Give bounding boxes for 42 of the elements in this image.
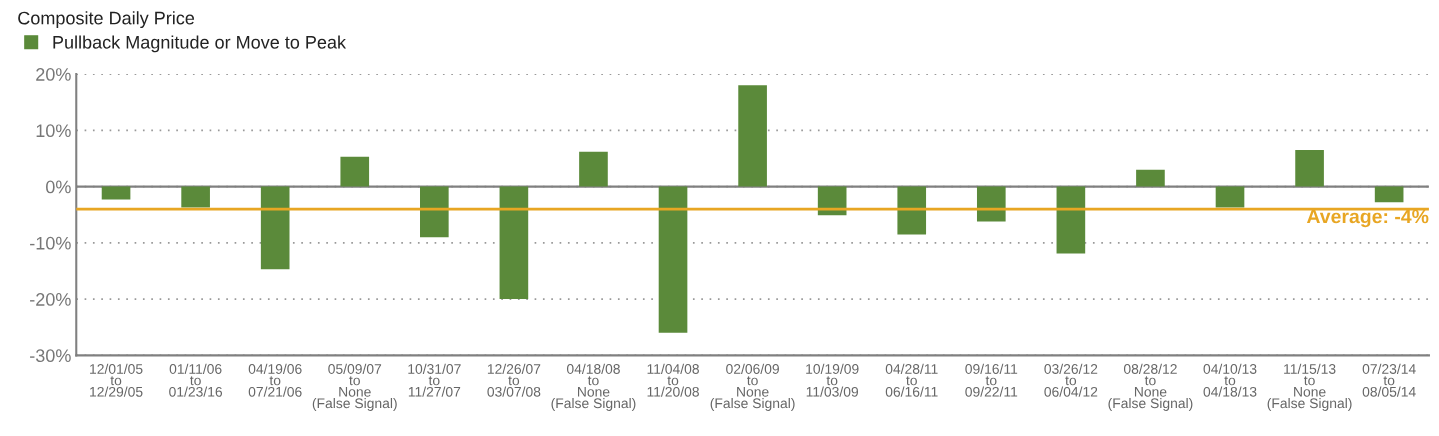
- legend-label: Pullback Magnitude or Move to Peak: [53, 35, 347, 53]
- bar: [1215, 186, 1245, 208]
- bar: [260, 186, 290, 270]
- x-tick-label: 12/26/07 to 03/07/08: [487, 363, 541, 397]
- x-tick-label: 11/15/13 to None (False Signal): [1267, 363, 1352, 411]
- x-tick-label: 12/01/05 to 12/29/05: [90, 363, 143, 397]
- x-tick-label: 10/19/09 to 11/03/09: [806, 363, 859, 397]
- bar: [340, 156, 370, 187]
- x-tick-label: 04/28/11 to 06/16/11: [885, 363, 938, 397]
- x-tick-label: 07/23/14 to 08/05/14: [1362, 363, 1416, 397]
- bar: [897, 186, 927, 235]
- bar: [976, 186, 1006, 222]
- x-tick-label: 02/06/09 to None (False Signal): [710, 363, 795, 411]
- y-tick-label: -20%: [30, 293, 71, 306]
- y-tick-label: -30%: [30, 349, 71, 363]
- x-tick-label: 09/16/11 to 09/22/11: [965, 363, 1018, 397]
- chart-title: Composite Daily Price: [18, 11, 195, 29]
- bar: [1295, 150, 1324, 187]
- bar: [658, 186, 688, 333]
- bar: [579, 151, 608, 187]
- x-tick-label: 04/18/08 to None (False Signal): [551, 363, 636, 411]
- x-tick-label: 03/26/12 to 06/04/12: [1044, 363, 1098, 397]
- x-tick-label: 10/31/07 to 11/27/07: [408, 363, 461, 397]
- x-tick-label: 01/11/06 to 01/23/16: [169, 363, 223, 397]
- x-tick-label: 11/04/08 to 11/20/08: [647, 363, 699, 397]
- bar: [420, 186, 449, 238]
- y-tick-label: 10%: [36, 124, 71, 138]
- bar: [181, 186, 210, 208]
- y-tick-label: 0%: [46, 180, 71, 194]
- y-tick-label: 20%: [36, 68, 71, 81]
- ref-line-label: Average: -4%: [1306, 209, 1429, 228]
- x-tick-label: 08/28/12 to None (False Signal): [1108, 363, 1193, 411]
- x-tick-label: 05/09/07 to None (False Signal): [312, 363, 397, 411]
- bar: [101, 186, 131, 200]
- bar: [499, 186, 529, 300]
- bar: [738, 85, 767, 187]
- bar: [1056, 186, 1086, 254]
- bar: [1374, 186, 1404, 203]
- bar: [1136, 169, 1165, 187]
- y-tick-label: -10%: [30, 236, 71, 250]
- x-tick-label: 04/10/13 to 04/18/13: [1203, 363, 1257, 397]
- x-tick-label: 04/19/06 to 07/21/06: [248, 363, 302, 397]
